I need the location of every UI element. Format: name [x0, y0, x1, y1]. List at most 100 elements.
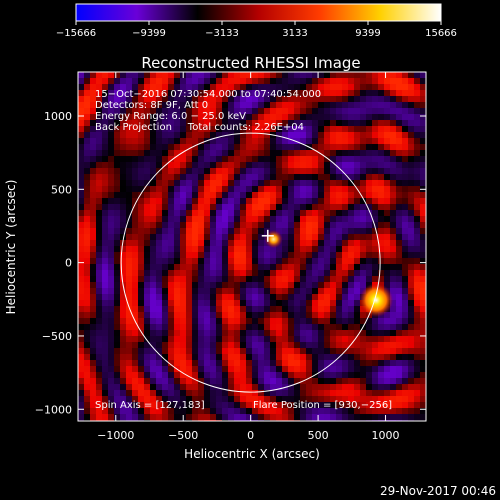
heatmap-cell: [366, 108, 372, 114]
heatmap-cell: [414, 192, 420, 198]
heatmap-cell: [84, 318, 90, 324]
heatmap-cell: [408, 384, 414, 390]
heatmap-cell: [216, 156, 222, 162]
heatmap-cell: [186, 102, 192, 108]
heatmap-cell: [114, 276, 120, 282]
heatmap-cell: [126, 114, 132, 120]
heatmap-cell: [378, 228, 384, 234]
heatmap-cell: [102, 294, 108, 300]
heatmap-cell: [234, 336, 240, 342]
heatmap-cell: [396, 222, 402, 228]
heatmap-cell: [84, 312, 90, 318]
heatmap-cell: [396, 312, 402, 318]
heatmap-cell: [84, 246, 90, 252]
heatmap-cell: [294, 252, 300, 258]
heatmap-cell: [162, 258, 168, 264]
heatmap-cell: [342, 378, 348, 384]
heatmap-cell: [270, 114, 276, 120]
heatmap-cell: [186, 276, 192, 282]
heatmap-cell: [198, 126, 204, 132]
heatmap-cell: [330, 198, 336, 204]
heatmap-cell: [204, 204, 210, 210]
heatmap-cell: [390, 414, 396, 420]
heatmap-cell: [384, 330, 390, 336]
heatmap-cell: [126, 324, 132, 330]
heatmap-cell: [168, 276, 174, 282]
heatmap-cell: [84, 252, 90, 258]
heatmap-cell: [186, 126, 192, 132]
heatmap-cell: [258, 300, 264, 306]
heatmap-cell: [390, 282, 396, 288]
heatmap-cell: [348, 300, 354, 306]
heatmap-cell: [192, 156, 198, 162]
heatmap-cell: [144, 204, 150, 210]
heatmap-cell: [90, 156, 96, 162]
heatmap-cell: [408, 96, 414, 102]
heatmap-cell: [90, 318, 96, 324]
heatmap-cell: [84, 156, 90, 162]
heatmap-cell: [342, 180, 348, 186]
heatmap-cell: [372, 114, 378, 120]
heatmap-cell: [114, 150, 120, 156]
heatmap-cell: [192, 372, 198, 378]
heatmap-cell: [312, 300, 318, 306]
heatmap-cell: [330, 324, 336, 330]
heatmap-cell: [108, 378, 114, 384]
heatmap-cell: [300, 324, 306, 330]
heatmap-cell: [366, 150, 372, 156]
heatmap-cell: [234, 192, 240, 198]
heatmap-cell: [240, 186, 246, 192]
heatmap-cell: [306, 162, 312, 168]
heatmap-cell: [138, 318, 144, 324]
heatmap-cell: [114, 384, 120, 390]
heatmap-cell: [138, 150, 144, 156]
heatmap-cell: [144, 348, 150, 354]
heatmap-cell: [222, 402, 228, 408]
heatmap-cell: [180, 204, 186, 210]
heatmap-cell: [276, 402, 282, 408]
heatmap-cell: [294, 96, 300, 102]
heatmap-cell: [222, 276, 228, 282]
heatmap-cell: [186, 300, 192, 306]
heatmap-cell: [156, 120, 162, 126]
heatmap-cell: [240, 342, 246, 348]
heatmap-cell: [246, 294, 252, 300]
heatmap-cell: [414, 180, 420, 186]
heatmap-cell: [156, 354, 162, 360]
heatmap-cell: [120, 396, 126, 402]
heatmap-cell: [90, 192, 96, 198]
heatmap-cell: [336, 402, 342, 408]
heatmap-cell: [276, 324, 282, 330]
heatmap-cell: [354, 300, 360, 306]
heatmap-cell: [144, 156, 150, 162]
heatmap-cell: [402, 336, 408, 342]
heatmap-cell: [330, 330, 336, 336]
heatmap-cell: [348, 306, 354, 312]
heatmap-cell: [360, 372, 366, 378]
heatmap-cell: [192, 288, 198, 294]
heatmap-cell: [396, 210, 402, 216]
heatmap-cell: [186, 252, 192, 258]
heatmap-cell: [252, 96, 258, 102]
heatmap-cell: [132, 252, 138, 258]
heatmap-cell: [210, 78, 216, 84]
heatmap-cell: [318, 264, 324, 270]
heatmap-cell: [174, 168, 180, 174]
heatmap-cell: [360, 240, 366, 246]
heatmap-cell: [168, 114, 174, 120]
heatmap-cell: [354, 354, 360, 360]
heatmap-cell: [390, 144, 396, 150]
heatmap-cell: [150, 108, 156, 114]
heatmap-cell: [108, 306, 114, 312]
heatmap-cell: [84, 114, 90, 120]
heatmap-cell: [84, 360, 90, 366]
heatmap-cell: [144, 276, 150, 282]
heatmap-cell: [132, 354, 138, 360]
heatmap-cell: [150, 192, 156, 198]
heatmap-cell: [306, 312, 312, 318]
heatmap-cell: [396, 138, 402, 144]
heatmap-cell: [258, 360, 264, 366]
heatmap-cell: [96, 168, 102, 174]
heatmap-cell: [282, 228, 288, 234]
heatmap-cell: [414, 282, 420, 288]
